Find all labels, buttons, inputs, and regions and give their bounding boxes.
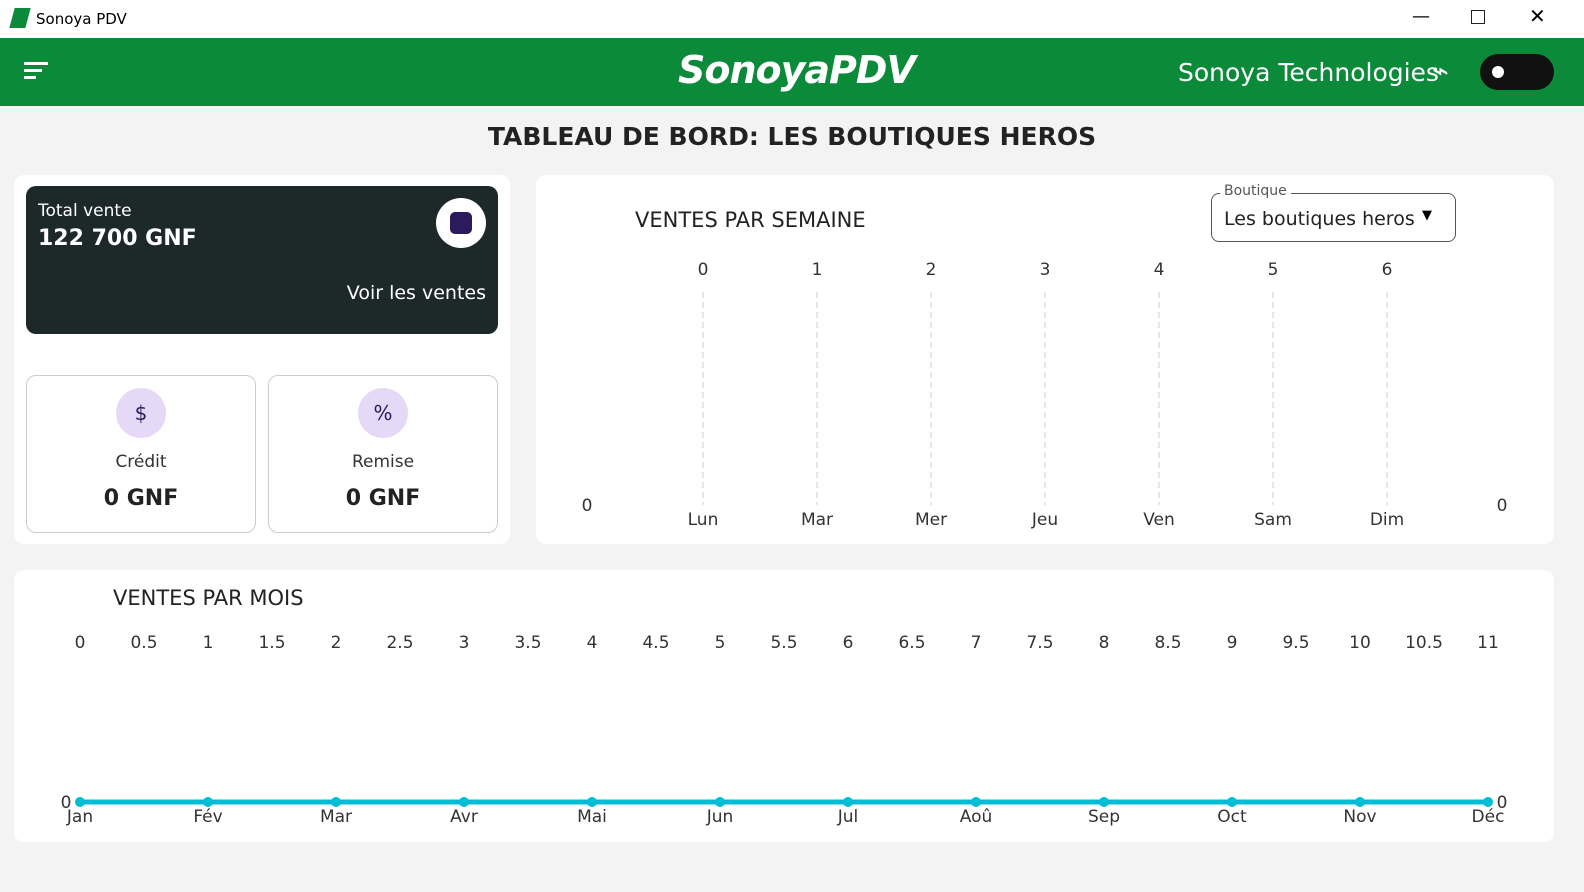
view-sales-link[interactable]: Voir les ventes: [346, 282, 486, 304]
menu-button[interactable]: [24, 62, 48, 79]
title-bar: Sonoya PDV — ✕: [0, 0, 1584, 38]
remise-icon: %: [358, 388, 408, 438]
boutique-dropdown[interactable]: Boutique Les boutiques heros ▼: [1211, 183, 1456, 242]
header: SonoyaPDV Sonoya Technologies ⌁: [0, 38, 1584, 106]
dropdown-label: Boutique: [1220, 183, 1291, 199]
credit-amount: 0 GNF: [103, 486, 179, 511]
page-title: TABLEAU DE BORD: LES BOUTIQUES HEROS: [487, 122, 1097, 151]
wifi-off-icon: ⌁: [1432, 54, 1449, 87]
maximize-button[interactable]: [1471, 10, 1485, 24]
credit-icon: $: [116, 388, 166, 438]
credit-label: Crédit: [115, 452, 167, 472]
monthly-panel: [14, 570, 1554, 842]
dropdown-arrow: ▼: [1422, 208, 1432, 223]
company-name: Sonoya Technologies: [1178, 58, 1439, 87]
theme-toggle[interactable]: [1480, 54, 1554, 90]
close-button[interactable]: ✕: [1529, 4, 1546, 28]
remise-card: % Remise 0 GNF: [268, 375, 498, 533]
sales-icon: [436, 198, 486, 248]
window-title: Sonoya PDV: [36, 10, 127, 28]
total-label: Total vente: [38, 201, 132, 221]
logo: SonoyaPDV: [678, 48, 916, 92]
remise-amount: 0 GNF: [345, 486, 421, 511]
total-amount: 122 700 GNF: [38, 226, 197, 251]
app-icon: [9, 8, 31, 28]
remise-label: Remise: [351, 452, 415, 472]
minimize-button[interactable]: —: [1412, 6, 1430, 27]
dropdown-value: Les boutiques heros: [1224, 208, 1415, 230]
total-card: Total vente 122 700 GNF Voir les ventes: [26, 186, 498, 334]
credit-card: $ Crédit 0 GNF: [26, 375, 256, 533]
